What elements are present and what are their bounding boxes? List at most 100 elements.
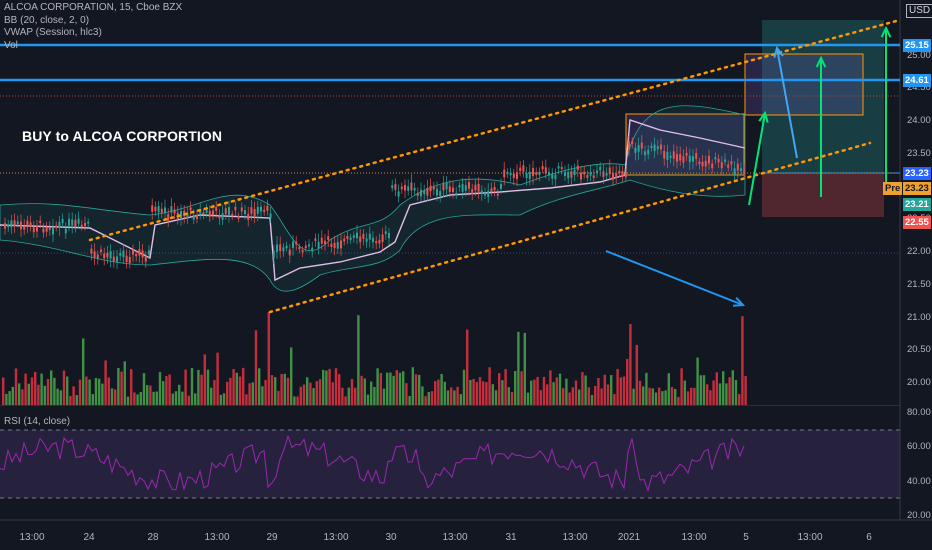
volume-indicator-label[interactable]: Vol bbox=[4, 39, 18, 51]
volume-bar bbox=[408, 395, 411, 405]
volume-bar bbox=[731, 370, 734, 405]
bb-indicator-label[interactable]: BB (20, close, 2, 0) bbox=[4, 14, 90, 26]
down-arrow bbox=[605, 250, 744, 306]
premarket-badge: Pre bbox=[883, 182, 903, 195]
price-candle bbox=[231, 214, 234, 217]
price-candle bbox=[157, 206, 160, 213]
price-candle bbox=[119, 253, 122, 256]
price-candle bbox=[199, 209, 202, 214]
volume-bar bbox=[306, 377, 309, 405]
price-candle bbox=[727, 164, 730, 168]
price-candle bbox=[314, 238, 317, 242]
rsi-legend[interactable]: RSI (14, close) bbox=[4, 416, 71, 427]
volume-bar bbox=[66, 376, 69, 405]
price-candle bbox=[740, 168, 742, 171]
price-candle bbox=[660, 144, 662, 150]
rsi-tick: 60.00 bbox=[907, 441, 931, 453]
volume-bar bbox=[158, 372, 162, 405]
price-tag: 23.21 bbox=[903, 198, 931, 211]
volume-bar bbox=[578, 389, 581, 405]
volume-bar bbox=[366, 394, 370, 405]
volume-bar bbox=[674, 388, 677, 405]
price-candle bbox=[279, 244, 282, 252]
price-candle bbox=[93, 251, 96, 258]
vwap-indicator-label[interactable]: VWAP (Session, hlc3) bbox=[4, 27, 102, 38]
price-candle bbox=[730, 161, 733, 165]
price-candle bbox=[16, 221, 19, 224]
price-candle bbox=[676, 154, 678, 162]
volume-bar bbox=[72, 386, 75, 405]
price-candle bbox=[208, 210, 211, 217]
price-candle bbox=[442, 183, 445, 191]
volume-bar bbox=[146, 385, 149, 405]
price-candle bbox=[548, 172, 550, 176]
price-candle bbox=[586, 174, 589, 178]
volume-bar bbox=[126, 396, 130, 405]
rsi-line bbox=[0, 434, 745, 492]
volume-bar bbox=[8, 391, 11, 405]
buy-annotation: BUY to ALCOA CORPORTION bbox=[22, 128, 223, 144]
volume-bar bbox=[622, 376, 626, 405]
volume-bar bbox=[728, 377, 731, 405]
price-candle bbox=[554, 174, 557, 180]
price-candle bbox=[100, 249, 102, 253]
volume-bar bbox=[440, 373, 443, 405]
price-candle bbox=[567, 171, 570, 179]
price-candle bbox=[413, 187, 416, 191]
price-candle bbox=[701, 161, 704, 167]
volume-bar bbox=[411, 367, 414, 405]
price-candle bbox=[724, 159, 726, 162]
volume-bar bbox=[75, 395, 78, 405]
volume-bar bbox=[277, 390, 280, 405]
price-candle bbox=[378, 240, 381, 244]
price-candle bbox=[77, 218, 80, 224]
price-candle bbox=[148, 250, 150, 255]
volume-bar bbox=[69, 395, 72, 405]
price-candle bbox=[263, 209, 266, 212]
volume-bar bbox=[398, 372, 402, 405]
volume-bar bbox=[245, 394, 248, 405]
price-candle bbox=[500, 184, 502, 189]
time-tick: 29 bbox=[266, 532, 278, 543]
price-candle bbox=[221, 213, 224, 220]
price-candle bbox=[583, 171, 586, 175]
volume-bar bbox=[712, 380, 715, 405]
volume-bar bbox=[197, 369, 200, 405]
price-candle bbox=[647, 149, 650, 155]
down-arrow bbox=[732, 296, 746, 307]
volume-bar bbox=[168, 374, 171, 405]
price-tick: 22.00 bbox=[907, 246, 931, 257]
volume-bar bbox=[456, 386, 459, 405]
price-candle bbox=[407, 186, 410, 191]
volume-bar bbox=[395, 370, 398, 405]
volume-bar bbox=[718, 383, 722, 405]
up-arrow bbox=[758, 110, 769, 123]
price-candle bbox=[445, 182, 448, 190]
volume-bar bbox=[462, 369, 466, 405]
volume-bar bbox=[603, 374, 606, 405]
price-candle bbox=[420, 189, 422, 197]
price-candle bbox=[349, 237, 352, 241]
price-candle bbox=[64, 228, 67, 234]
price-candle bbox=[128, 256, 131, 263]
volume-bar bbox=[53, 377, 56, 405]
price-candle bbox=[599, 166, 602, 171]
price-candle bbox=[7, 224, 10, 228]
price-candle bbox=[317, 241, 320, 249]
symbol-title[interactable]: ALCOA CORPORATION, 15, Cboe BZX bbox=[4, 2, 183, 13]
price-tick: 20.50 bbox=[907, 344, 931, 356]
volume-bar bbox=[206, 369, 210, 405]
price-candle bbox=[192, 214, 195, 220]
volume-bar bbox=[216, 352, 219, 405]
time-tick: 13:00 bbox=[442, 532, 468, 543]
price-candle bbox=[29, 222, 32, 227]
channel-lower bbox=[268, 141, 872, 314]
volume-bar bbox=[443, 381, 446, 405]
volume-bar bbox=[619, 377, 622, 405]
volume-bar bbox=[507, 387, 510, 405]
time-tick: 13:00 bbox=[797, 532, 823, 543]
currency-label[interactable]: USD bbox=[906, 4, 932, 18]
volume-bar bbox=[744, 376, 747, 405]
volume-bar bbox=[510, 391, 514, 405]
